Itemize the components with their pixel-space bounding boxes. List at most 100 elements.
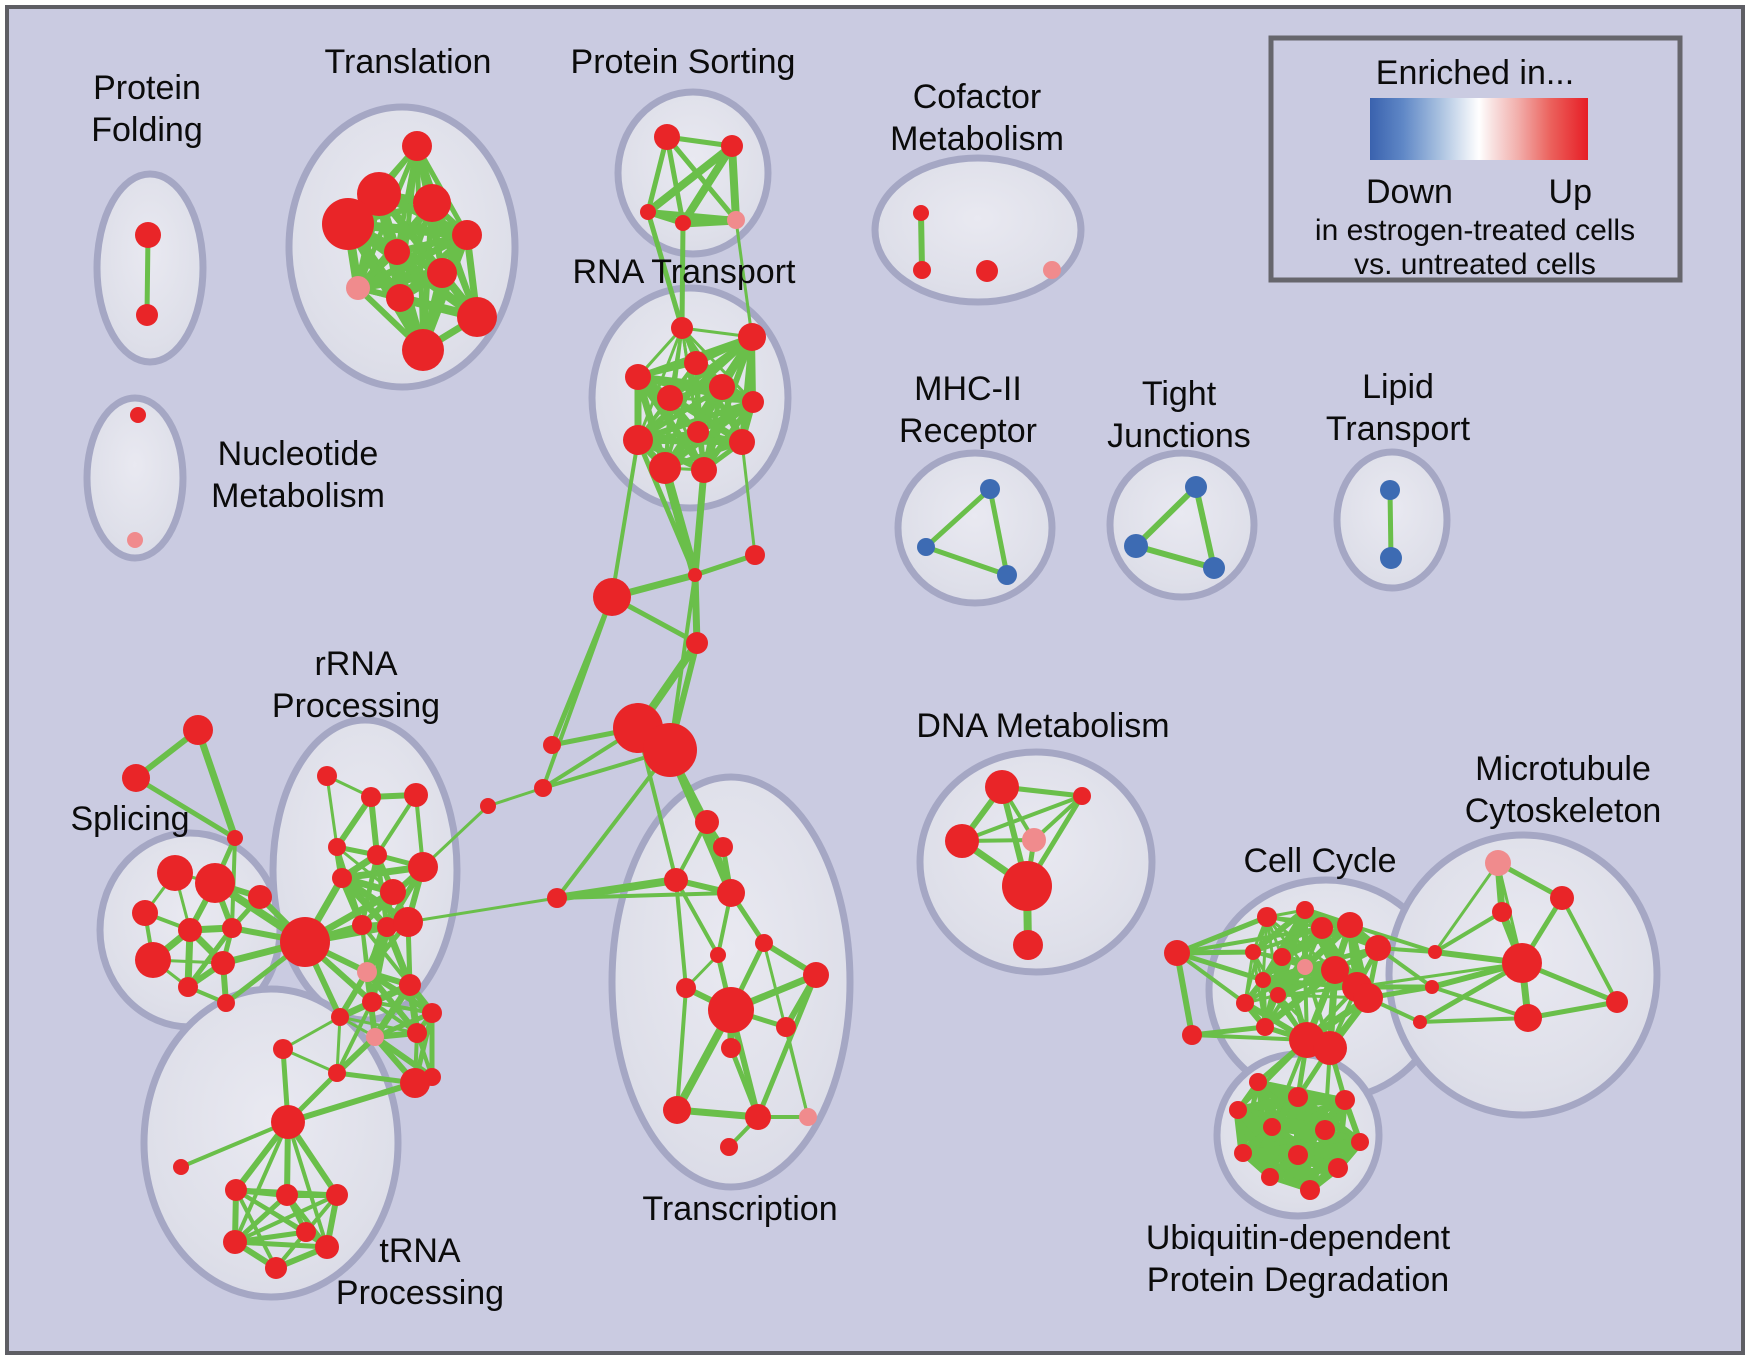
tight-junctions-node-2[interactable] bbox=[1203, 557, 1225, 579]
trna-processing-node-0[interactable] bbox=[271, 1105, 305, 1139]
cell-cycle-node-7[interactable] bbox=[1297, 959, 1313, 975]
rna-transport-node-8[interactable] bbox=[623, 425, 653, 455]
rna-transport-node-10[interactable] bbox=[649, 452, 681, 484]
splicing-node-1[interactable] bbox=[195, 863, 235, 903]
ubiquitin-degradation-node-9[interactable] bbox=[1328, 1158, 1348, 1178]
cell-cycle-node-1[interactable] bbox=[1296, 901, 1314, 919]
trna-processing-node-6[interactable] bbox=[315, 1235, 339, 1259]
rrna-processing-node-17[interactable] bbox=[407, 1023, 427, 1043]
translation-node-4[interactable] bbox=[452, 220, 482, 250]
splicing-node-9[interactable] bbox=[248, 885, 272, 909]
splicing-node-6[interactable] bbox=[211, 951, 235, 975]
trna-processing-node-5[interactable] bbox=[223, 1230, 247, 1254]
cell-cycle-node-5[interactable] bbox=[1245, 944, 1261, 960]
rrna-processing-node-10[interactable] bbox=[328, 838, 346, 856]
splicing-satellite-node-1[interactable] bbox=[122, 764, 150, 792]
microtubule-cytoskeleton-node-3[interactable] bbox=[1502, 943, 1542, 983]
ubiquitin-degradation-node-1[interactable] bbox=[1288, 1087, 1308, 1107]
mid-connectors-node-1[interactable] bbox=[688, 568, 702, 582]
trna-processing-node-1[interactable] bbox=[173, 1159, 189, 1175]
rna-transport-node-6[interactable] bbox=[742, 391, 764, 413]
transcription-node-12[interactable] bbox=[745, 1104, 771, 1130]
cell-cycle-node-10[interactable] bbox=[1270, 987, 1286, 1003]
rna-transport-node-7[interactable] bbox=[687, 421, 709, 443]
cell-cycle-node-16[interactable] bbox=[1313, 1031, 1347, 1065]
ubiquitin-degradation-node-6[interactable] bbox=[1351, 1133, 1369, 1151]
rna-transport-node-5[interactable] bbox=[657, 385, 683, 411]
mhc-ii-receptor-node-2[interactable] bbox=[997, 565, 1017, 585]
cc-satellite-node-0[interactable] bbox=[1164, 940, 1190, 966]
transcription-node-8[interactable] bbox=[708, 987, 754, 1033]
microtubule-cytoskeleton-node-4[interactable] bbox=[1514, 1004, 1542, 1032]
transcription-node-13[interactable] bbox=[799, 1108, 817, 1126]
cofactor-metabolism-node-1[interactable] bbox=[913, 261, 931, 279]
ubiquitin-degradation-node-4[interactable] bbox=[1263, 1118, 1281, 1136]
ubiquitin-degradation-node-10[interactable] bbox=[1261, 1168, 1279, 1186]
cc-mt-connectors-node-1[interactable] bbox=[1425, 980, 1439, 994]
rna-transport-node-3[interactable] bbox=[625, 364, 651, 390]
cell-cycle-node-2[interactable] bbox=[1311, 917, 1333, 939]
mhc-ii-receptor-node-1[interactable] bbox=[917, 538, 935, 556]
mid-connectors-node-7[interactable] bbox=[534, 779, 552, 797]
rrna-processing-node-15[interactable] bbox=[331, 1008, 349, 1026]
translation-node-9[interactable] bbox=[457, 297, 497, 337]
transcription-node-0[interactable] bbox=[695, 810, 719, 834]
trna-processing-node-3[interactable] bbox=[276, 1184, 298, 1206]
translation-node-8[interactable] bbox=[386, 284, 414, 312]
mid-connectors-node-0[interactable] bbox=[593, 578, 631, 616]
rrna-processing-node-4[interactable] bbox=[367, 845, 387, 865]
ubiquitin-degradation-node-11[interactable] bbox=[1300, 1180, 1320, 1200]
rrna-processing-node-12[interactable] bbox=[362, 992, 382, 1012]
cc-mt-connectors-node-2[interactable] bbox=[1413, 1015, 1427, 1029]
transcription-node-3[interactable] bbox=[717, 879, 745, 907]
splicing-node-7[interactable] bbox=[178, 977, 198, 997]
rrna-processing-node-13[interactable] bbox=[399, 974, 421, 996]
dna-metabolism-node-2[interactable] bbox=[1073, 787, 1091, 805]
lipid-transport-node-0[interactable] bbox=[1380, 480, 1400, 500]
protein-folding-node-1[interactable] bbox=[136, 304, 158, 326]
transcription-node-1[interactable] bbox=[713, 837, 733, 857]
tight-junctions-node-0[interactable] bbox=[1185, 476, 1207, 498]
cell-cycle-node-6[interactable] bbox=[1273, 948, 1291, 966]
rrna-processing-node-7[interactable] bbox=[352, 915, 372, 935]
rrna-processing-node-8[interactable] bbox=[377, 917, 397, 937]
translation-node-0[interactable] bbox=[402, 131, 432, 161]
rrna-processing-node-3[interactable] bbox=[332, 868, 352, 888]
rrna-processing-node-20[interactable] bbox=[328, 1064, 346, 1082]
translation-node-3[interactable] bbox=[322, 198, 374, 250]
rrna-processing-node-6[interactable] bbox=[408, 852, 438, 882]
transcription-node-7[interactable] bbox=[803, 962, 829, 988]
dna-metabolism-node-4[interactable] bbox=[1002, 861, 1052, 911]
mid-connectors-node-8[interactable] bbox=[480, 798, 496, 814]
splicing-satellite-node-0[interactable] bbox=[183, 715, 213, 745]
dna-metabolism-node-5[interactable] bbox=[1013, 930, 1043, 960]
splicing-node-3[interactable] bbox=[178, 918, 202, 942]
rrna-processing-node-0[interactable] bbox=[317, 766, 337, 786]
microtubule-cytoskeleton-node-5[interactable] bbox=[1606, 991, 1628, 1013]
microtubule-cytoskeleton-node-2[interactable] bbox=[1492, 902, 1512, 922]
trna-processing-node-4[interactable] bbox=[326, 1184, 348, 1206]
splicing-node-0[interactable] bbox=[157, 855, 193, 891]
splicing-node-5[interactable] bbox=[135, 942, 171, 978]
cell-cycle-node-9[interactable] bbox=[1255, 972, 1271, 988]
mid-connectors-node-6[interactable] bbox=[543, 736, 561, 754]
rna-transport-node-9[interactable] bbox=[729, 429, 755, 455]
protein-sorting-node-3[interactable] bbox=[675, 215, 691, 231]
mid-connectors-node-5[interactable] bbox=[643, 723, 697, 777]
protein-sorting-node-4[interactable] bbox=[727, 211, 745, 229]
ubiquitin-degradation-node-5[interactable] bbox=[1315, 1120, 1335, 1140]
cell-cycle-node-3[interactable] bbox=[1337, 912, 1363, 938]
transcription-node-14[interactable] bbox=[720, 1138, 738, 1156]
rrna-processing-node-11[interactable] bbox=[357, 962, 377, 982]
dna-metabolism-node-0[interactable] bbox=[985, 770, 1019, 804]
transcription-node-9[interactable] bbox=[776, 1017, 796, 1037]
trna-processing-node-2[interactable] bbox=[225, 1179, 247, 1201]
splicing-node-2[interactable] bbox=[132, 900, 158, 926]
cofactor-metabolism-node-0[interactable] bbox=[913, 205, 929, 221]
translation-node-1[interactable] bbox=[357, 172, 401, 216]
protein-sorting-node-0[interactable] bbox=[654, 124, 680, 150]
protein-folding-node-0[interactable] bbox=[135, 222, 161, 248]
rrna-processing-node-14[interactable] bbox=[422, 1003, 442, 1023]
rrna-processing-node-21[interactable] bbox=[273, 1039, 293, 1059]
rrna-processing-node-2[interactable] bbox=[404, 783, 428, 807]
